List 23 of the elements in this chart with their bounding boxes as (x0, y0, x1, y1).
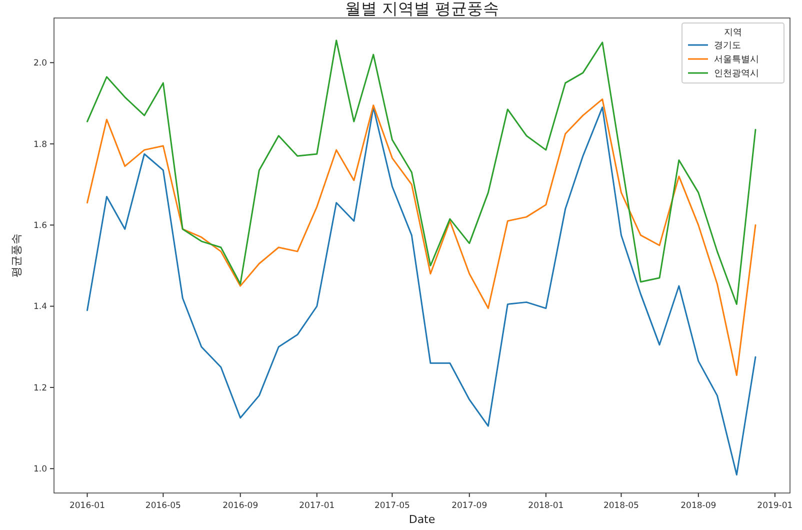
x-tick-label: 2018-09 (680, 501, 716, 511)
y-tick-label: 1.4 (33, 302, 47, 312)
y-tick-label: 2.0 (33, 58, 47, 69)
x-tick-label: 2016-05 (145, 501, 181, 511)
x-tick-label: 2017-01 (299, 501, 335, 511)
x-axis-title: Date (408, 513, 436, 526)
y-tick-label: 1.6 (33, 221, 47, 232)
x-tick-label: 2017-05 (374, 501, 410, 511)
x-tick-label: 2017-09 (452, 501, 488, 511)
x-tick-label: 2016-09 (222, 501, 258, 511)
chart-title: 월별 지역별 평균풍속 (344, 0, 500, 18)
x-tick-label: 2019-01 (757, 501, 793, 511)
legend-label: 서울특별시 (714, 55, 759, 65)
legend-label: 인천광역시 (714, 69, 759, 79)
y-axis-title: 평균풍속 (10, 234, 23, 278)
x-tick-label: 2018-05 (603, 501, 639, 511)
legend-title: 지역 (724, 28, 742, 38)
x-tick-label: 2018-01 (528, 501, 564, 511)
legend-label: 경기도 (714, 41, 741, 51)
y-tick-label: 1.8 (33, 140, 47, 150)
y-tick-label: 1.2 (33, 383, 47, 394)
x-tick-label: 2016-01 (69, 501, 106, 511)
y-tick-label: 1.0 (33, 464, 47, 475)
